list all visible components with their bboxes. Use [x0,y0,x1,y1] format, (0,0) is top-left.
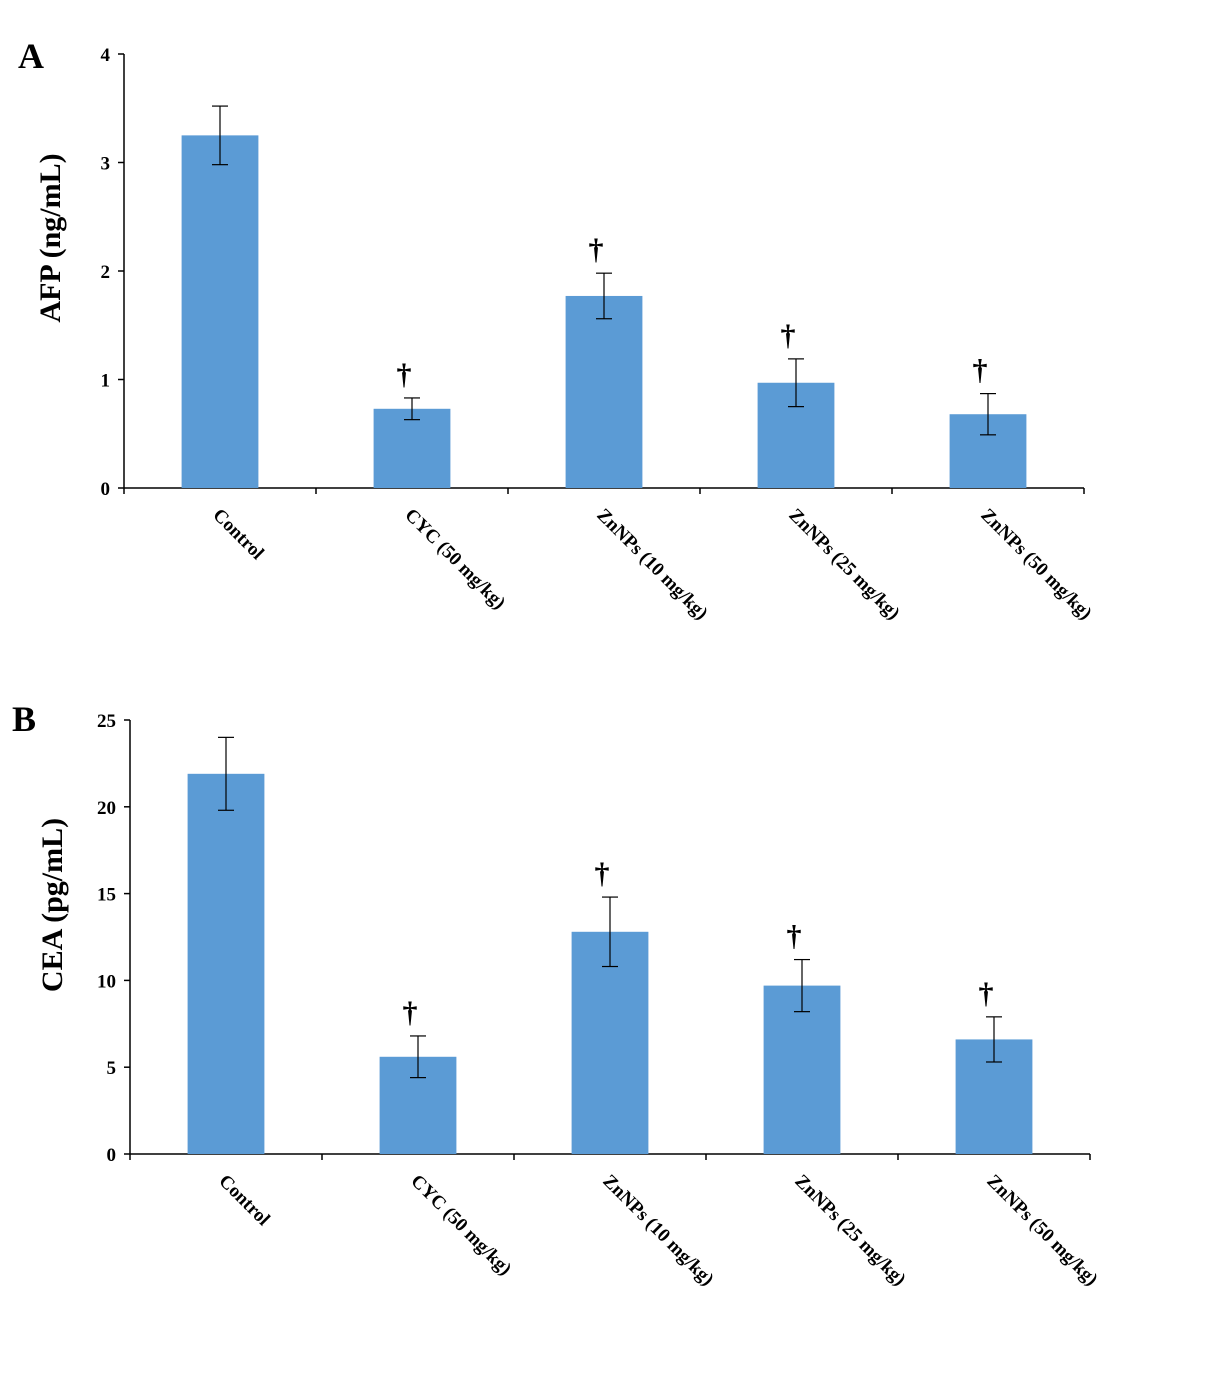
category-label: Control [214,1171,273,1230]
category-label: ZnNPs (10 mg/kg) [592,505,711,624]
panel-a-label: A [18,36,44,76]
category-label: CYC (50 mg/kg) [400,505,509,614]
panel-b-plot-area: 0 5 10 15 20 25 Control † CYC (50 mg/kg) † ZnNPs (… [97,711,1102,1290]
bar [181,135,259,488]
significance-marker: † [787,920,802,953]
bar [373,408,451,488]
y-tick-label: 1 [101,371,111,392]
bar [763,985,841,1154]
significance-marker: † [403,996,418,1029]
y-tick-label: 20 [97,798,116,819]
significance-marker: † [589,233,604,266]
category-label: ZnNPs (10 mg/kg) [598,1171,717,1290]
category-label: ZnNPs (50 mg/kg) [976,505,1095,624]
panel-b-y-axis-title: CEA (pg/mL) [36,818,69,992]
panel-b-label: B [12,699,36,739]
category-label: ZnNPs (50 mg/kg) [982,1171,1101,1290]
significance-marker: † [397,358,412,391]
category-label: ZnNPs (25 mg/kg) [790,1171,909,1290]
y-tick-label: 3 [101,154,111,175]
y-tick-label: 25 [97,711,116,732]
significance-marker: † [595,857,610,890]
y-tick-label: 5 [107,1058,117,1079]
bar [187,773,265,1154]
significance-marker: † [781,319,796,352]
bar [571,931,649,1154]
panel-b: B CEA (pg/mL) 0 5 10 15 20 25 Control † CYC (50 … [12,699,1102,1290]
y-tick-label: 0 [107,1145,117,1166]
y-tick-label: 10 [97,971,116,992]
bar [565,295,643,488]
y-tick-label: 15 [97,885,116,906]
panel-a: A AFP (ng/mL) 0 1 2 3 4 Control † CYC (50 mg/kg… [18,36,1096,624]
category-label: ZnNPs (25 mg/kg) [784,505,903,624]
panel-a-y-axis-title: AFP (ng/mL) [34,153,67,322]
category-label: CYC (50 mg/kg) [406,1171,515,1280]
y-tick-label: 2 [101,262,111,283]
significance-marker: † [973,354,988,387]
y-tick-label: 4 [101,45,111,66]
panel-a-plot-area: 0 1 2 3 4 Control † CYC (50 mg/kg) † ZnNPs (10 mg… [101,45,1096,624]
significance-marker: † [979,977,994,1010]
y-tick-label: 0 [101,479,111,500]
category-label: Control [208,505,267,564]
